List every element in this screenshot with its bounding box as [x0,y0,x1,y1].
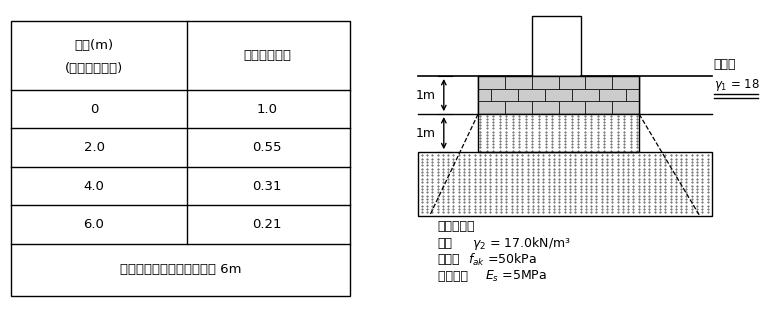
Text: 0.55: 0.55 [252,141,282,154]
Bar [518,89,545,101]
Bar [613,76,639,89]
Text: (垫层底面以下): (垫层底面以下) [65,62,123,75]
Text: 1m: 1m [416,88,435,102]
Text: $\gamma_1$ = 18.0kN/m³: $\gamma_1$ = 18.0kN/m³ [714,76,760,94]
Text: 深度(m): 深度(m) [74,39,113,52]
Text: 1.0: 1.0 [256,103,277,116]
Bar [505,101,532,114]
Text: 4.0: 4.0 [84,180,104,193]
Text: 承载力: 承载力 [438,253,461,266]
Text: 0.21: 0.21 [252,218,282,231]
Bar [492,89,518,101]
Bar [559,101,585,114]
Text: $f_{ak}$ =50kPa: $f_{ak}$ =50kPa [468,252,537,268]
Text: 压缩模量: 压缩模量 [438,269,476,283]
Text: $\gamma_2$ = 17.0kN/m³: $\gamma_2$ = 17.0kN/m³ [472,235,571,252]
Text: 杂填土: 杂填土 [714,58,736,72]
Text: 2.0: 2.0 [84,141,105,154]
Bar [478,76,639,114]
Bar [559,76,585,89]
Text: 0.31: 0.31 [252,180,282,193]
Bar [418,152,711,216]
Bar [478,114,639,152]
Text: 重度: 重度 [438,236,453,250]
Text: 采用分层总和法计算深度为 6m: 采用分层总和法计算深度为 6m [120,263,241,276]
Bar [533,16,581,76]
Bar [505,76,532,89]
Bar [478,76,639,114]
Bar [572,89,599,101]
Bar [532,76,559,89]
Bar [585,76,613,89]
Bar [545,89,572,101]
Bar [625,89,639,101]
Bar [478,76,505,89]
Text: 淤泥质粘土: 淤泥质粘土 [438,220,475,233]
Bar [585,101,613,114]
Text: 0: 0 [90,103,98,116]
Bar [613,101,639,114]
Text: 1m: 1m [416,126,435,140]
Bar [478,114,639,152]
Bar [532,101,559,114]
Text: 6.0: 6.0 [84,218,104,231]
Bar [478,101,505,114]
Text: 附加应力系数: 附加应力系数 [243,49,291,62]
Bar [599,89,625,101]
Bar [478,89,492,101]
Text: $E_s$ =5MPa: $E_s$ =5MPa [486,268,547,284]
